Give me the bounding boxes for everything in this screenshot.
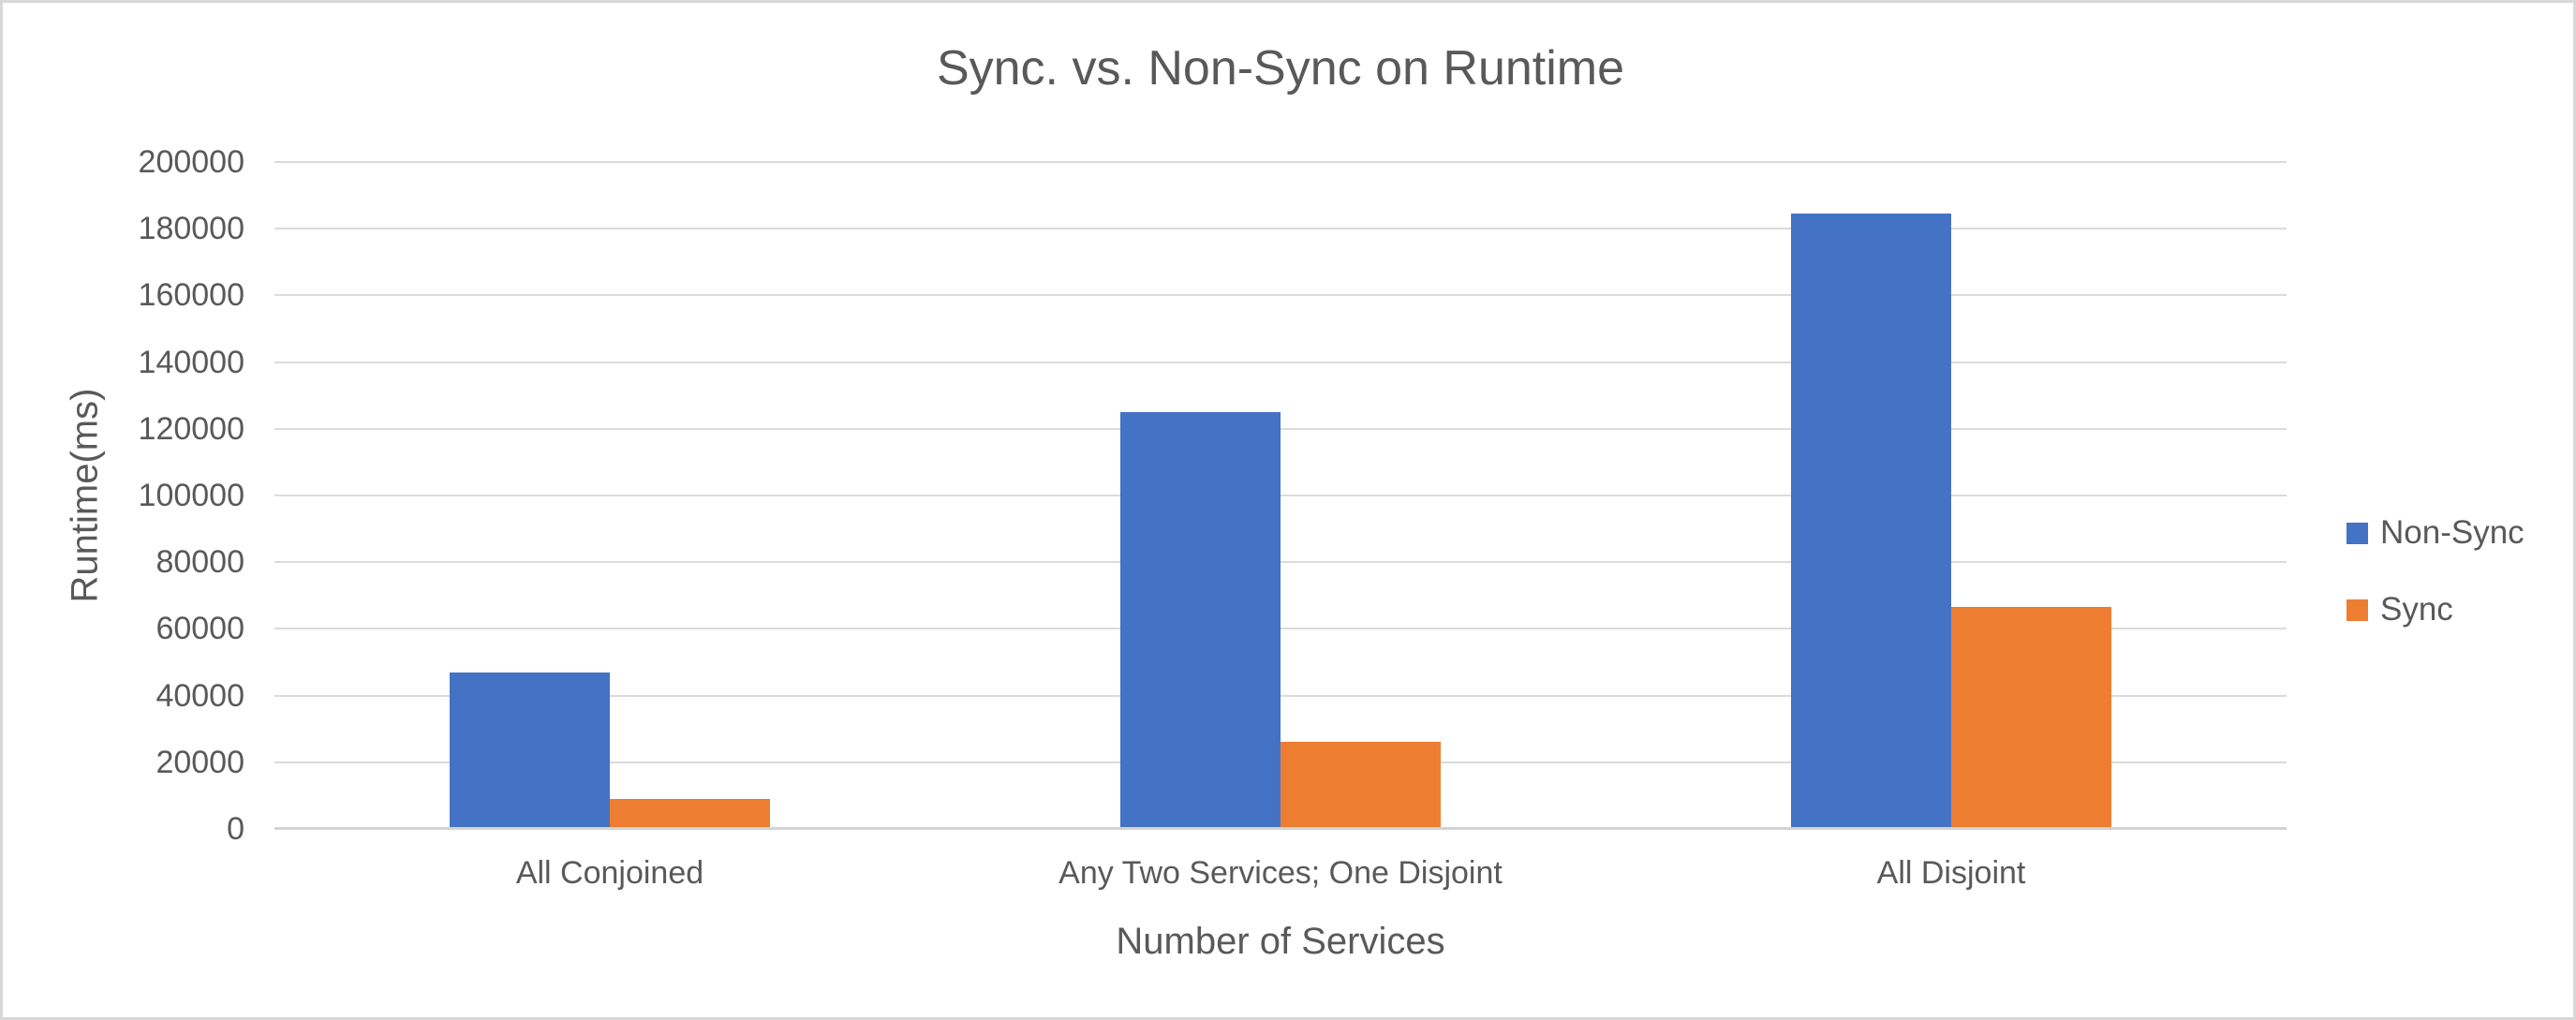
y-tick-label: 100000 — [138, 478, 244, 513]
legend-swatch-icon-non-sync — [2347, 522, 2368, 544]
gridline — [274, 228, 2287, 230]
category-label-all-conjoined: All Conjoined — [515, 855, 704, 891]
legend-item-non-sync: Non-Sync — [2347, 514, 2524, 552]
chart-title: Sync. vs. Non-Sync on Runtime — [936, 41, 1625, 96]
gridline — [274, 495, 2287, 496]
gridline — [274, 427, 2287, 430]
legend-swatch-icon-sync — [2347, 599, 2368, 621]
bar-non-sync-all-conjoined — [450, 672, 610, 829]
bar-sync-all-conjoined — [610, 798, 770, 829]
gridline — [274, 561, 2287, 564]
legend-item-sync: Sync — [2347, 591, 2524, 628]
y-tick-label: 140000 — [138, 344, 244, 380]
y-tick-label: 80000 — [155, 544, 244, 581]
y-tick-label: 20000 — [155, 744, 244, 780]
x-axis-title: Number of Services — [1116, 921, 1445, 962]
gridline — [274, 361, 2287, 363]
y-tick-label: 60000 — [155, 611, 244, 647]
x-category-labels: All Conjoined Any Two Services; One Disjo… — [274, 855, 2287, 892]
category-label-any-two-services-one-disjoint: Any Two Services; One Disjoint — [1059, 855, 1503, 891]
category-label-all-disjoint: All Disjoint — [1876, 855, 2026, 891]
bar-group-all-disjoint — [1616, 162, 2287, 829]
bar-group-all-conjoined — [274, 162, 945, 829]
bar-group-any-two-services-one-disjoint — [945, 162, 1616, 829]
bar-sync-all-disjoint — [1951, 607, 2111, 829]
x-axis-line — [274, 827, 2287, 830]
legend-label-sync: Sync — [2380, 591, 2453, 628]
legend: Non-Sync Sync — [2347, 514, 2524, 628]
gridline — [274, 161, 2287, 163]
gridline — [274, 694, 2287, 697]
y-tick-label: 120000 — [138, 410, 244, 447]
bar-non-sync-all-disjoint — [1791, 214, 1951, 829]
plot-area — [274, 161, 2287, 830]
legend-label-non-sync: Non-Sync — [2380, 514, 2524, 551]
y-tick-label: 160000 — [138, 277, 244, 314]
y-tick-label: 200000 — [138, 144, 244, 180]
y-tick-label: 0 — [227, 811, 244, 847]
y-tick-label: 40000 — [155, 677, 244, 714]
gridline — [274, 628, 2287, 630]
y-tick-label: 180000 — [138, 211, 244, 247]
bar-sync-any-two-services-one-disjoint — [1281, 742, 1441, 829]
bar-non-sync-any-two-services-one-disjoint — [1120, 412, 1281, 829]
gridline — [274, 294, 2287, 297]
